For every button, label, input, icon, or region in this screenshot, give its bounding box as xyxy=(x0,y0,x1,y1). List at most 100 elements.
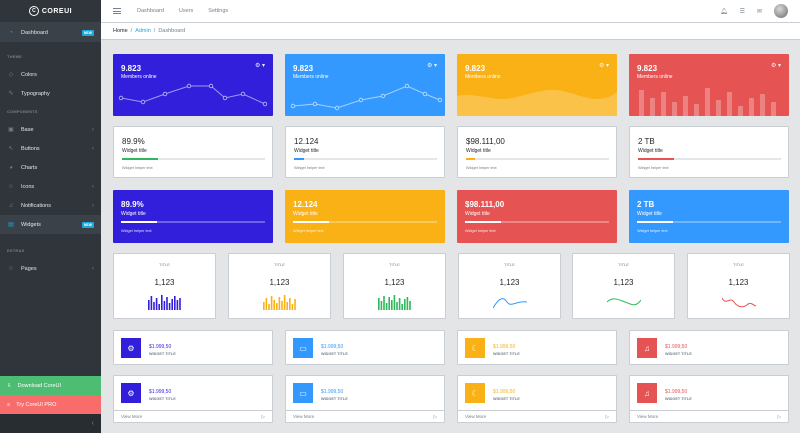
breadcrumb-home[interactable]: Home xyxy=(113,28,128,34)
gear-dropdown-icon[interactable]: ⚙ ▾ xyxy=(426,63,437,69)
widget-value: $1.999,50 xyxy=(493,344,516,350)
header-nav-users[interactable]: Users xyxy=(178,8,194,14)
sidebar-item-charts[interactable]: ◕ Charts xyxy=(0,158,101,177)
brand[interactable]: C COREUI xyxy=(0,0,101,23)
widget-progress-card: 12.124 Widget title Widget helper text xyxy=(285,190,445,243)
header-nav: Dashboard Users Settings xyxy=(137,8,228,14)
avatar[interactable] xyxy=(774,4,788,18)
members-online-card: 9.823 Members online ⚙ ▾ xyxy=(457,54,617,116)
view-more-label: View More xyxy=(465,414,487,419)
widget-value: $1.999,50 xyxy=(665,389,688,395)
progress-bar xyxy=(466,158,609,160)
main-content: 9.823 Members online ⚙ ▾ 9.823 Members o… xyxy=(101,40,800,433)
widget-label: Widget title xyxy=(465,211,490,217)
widget-label: Widget title xyxy=(121,211,146,217)
header-right: 🔔︎ ☰ ✉ xyxy=(720,4,788,18)
view-more-link[interactable]: View More ▷ xyxy=(114,410,272,422)
view-more-link[interactable]: View More ▷ xyxy=(458,410,616,422)
widget-progress-card: $98.111,00 Widget title Widget helper te… xyxy=(457,190,617,243)
widget-progress-card: 2 TB Widget title Widget helper text xyxy=(629,126,789,178)
sidebar: C COREUI ◔ Dashboard NEW THEME ◇ Colors … xyxy=(0,0,101,433)
sidebar-item-notifications[interactable]: ♫ Notifications ‹ xyxy=(0,196,101,215)
gear-icon: ⚙ xyxy=(121,338,141,358)
sidebar-item-widgets[interactable]: ▤ Widgets NEW xyxy=(0,215,101,234)
sidebar-item-icons[interactable]: ☆ Icons ‹ xyxy=(0,177,101,196)
breadcrumb-admin[interactable]: Admin xyxy=(135,28,151,34)
new-badge: NEW xyxy=(81,221,94,228)
widget-value: 9.823 xyxy=(293,64,314,73)
widget-helper-text: Widget helper text xyxy=(294,166,325,170)
widget-value: $1.999,50 xyxy=(665,344,688,350)
widget-label: Widget title xyxy=(638,148,663,154)
view-more-label: View More xyxy=(637,414,659,419)
view-more-label: View More xyxy=(293,414,315,419)
sidebar-item-label: Widgets xyxy=(21,221,41,228)
widget-value: $98.111,00 xyxy=(465,200,505,209)
sidebar-item-dashboard[interactable]: ◔ Dashboard NEW xyxy=(0,23,101,42)
sidebar-item-typography[interactable]: ✎ Typography xyxy=(0,84,101,103)
chevron-right-icon: ▷ xyxy=(777,413,781,419)
widget-value: $98.111,00 xyxy=(466,137,505,146)
icon-widget-card: ⚙ $1.999,50 WIDGET TITLE View More ▷ xyxy=(113,375,273,423)
view-more-link[interactable]: View More ▷ xyxy=(630,410,788,422)
bell-icon[interactable]: 🔔︎ xyxy=(719,8,728,15)
widget-label: Members online xyxy=(637,74,673,80)
sidebar-item-label: Colors xyxy=(21,71,37,78)
mini-chart-card: TITLE 1,123 xyxy=(687,253,790,319)
hamburger-icon[interactable] xyxy=(113,8,121,14)
widget-value: 12.124 xyxy=(293,200,318,209)
icon-widget-card: ☾ $1.999,50 WIDGET TITLE xyxy=(457,330,617,365)
widget-label: Widget title xyxy=(466,148,491,154)
widget-value: 2 TB xyxy=(638,137,655,146)
view-more-label: View More xyxy=(121,414,143,419)
icon-widget-card: ☾ $1.999,50 WIDGET TITLE View More ▷ xyxy=(457,375,617,423)
mini-chart-card: TITLE 1,123 xyxy=(113,253,216,319)
sidebar-item-colors[interactable]: ◇ Colors xyxy=(0,65,101,84)
brand-logo-icon: C xyxy=(28,6,39,16)
sidebar-item-base[interactable]: ▣ Base ‹ xyxy=(0,120,101,139)
laptop-icon: ▭ xyxy=(293,383,313,403)
mini-chart-card: TITLE 1,123 xyxy=(343,253,446,319)
sidebar-item-label: Charts xyxy=(21,164,38,171)
progress-bar xyxy=(121,221,265,223)
brand-logo-letter: C xyxy=(32,8,36,14)
widget-value: 1,123 xyxy=(154,278,175,287)
envelope-icon[interactable]: ✉ xyxy=(756,8,762,15)
download-coreui-button[interactable]: ⇩ Download CoreUI xyxy=(0,376,101,395)
sidebar-item-label: Icons xyxy=(21,183,35,190)
widget-value: 89.9% xyxy=(121,200,144,209)
header-nav-dashboard[interactable]: Dashboard xyxy=(137,8,164,14)
puzzle-icon: ▣ xyxy=(8,127,14,133)
widget-value: 89.9% xyxy=(122,137,145,146)
gear-dropdown-icon[interactable]: ⚙ ▾ xyxy=(254,63,265,69)
gear-dropdown-icon[interactable]: ⚙ ▾ xyxy=(770,63,781,69)
widget-value: 9.823 xyxy=(465,64,486,73)
breadcrumb: Home / Admin / Dashboard xyxy=(101,23,800,40)
sidebar-minimizer[interactable]: ‹ xyxy=(0,414,101,433)
line-chart xyxy=(118,83,268,107)
progress-bar xyxy=(122,158,265,160)
widget-value: $1.999,50 xyxy=(321,344,344,350)
widget-label: Widget title xyxy=(122,148,147,154)
view-more-link[interactable]: View More ▷ xyxy=(286,410,444,422)
widget-value: $1.999,50 xyxy=(149,344,172,350)
header-nav-settings[interactable]: Settings xyxy=(208,8,229,14)
sidebar-item-pages[interactable]: ☆ Pages ‹ xyxy=(0,259,101,278)
list-icon[interactable]: ☰ xyxy=(739,8,745,15)
widget-title: WIDGET TITLE xyxy=(665,352,692,356)
mini-bar-chart xyxy=(148,295,181,310)
header: Dashboard Users Settings 🔔︎ ☰ ✉ xyxy=(101,0,800,23)
widget-value: $1.999,50 xyxy=(149,389,172,395)
try-coreui-pro-button[interactable]: ≡ Try CoreUI PRO xyxy=(0,395,101,414)
mini-chart-card: TITLE 1,123 xyxy=(572,253,675,319)
widget-value: 9.823 xyxy=(121,64,142,73)
sidebar-item-label: Dashboard xyxy=(21,29,48,36)
widget-helper-text: Widget helper text xyxy=(465,229,496,233)
gear-icon: ⚙ xyxy=(121,383,141,403)
widget-progress-card: 12.124 Widget title Widget helper text xyxy=(285,126,445,178)
sidebar-item-buttons[interactable]: ↖ Buttons ‹ xyxy=(0,139,101,158)
progress-bar xyxy=(294,158,437,160)
gear-dropdown-icon[interactable]: ⚙ ▾ xyxy=(598,63,609,69)
mini-line-chart xyxy=(493,298,527,309)
chevron-left-icon: ‹ xyxy=(92,126,94,133)
